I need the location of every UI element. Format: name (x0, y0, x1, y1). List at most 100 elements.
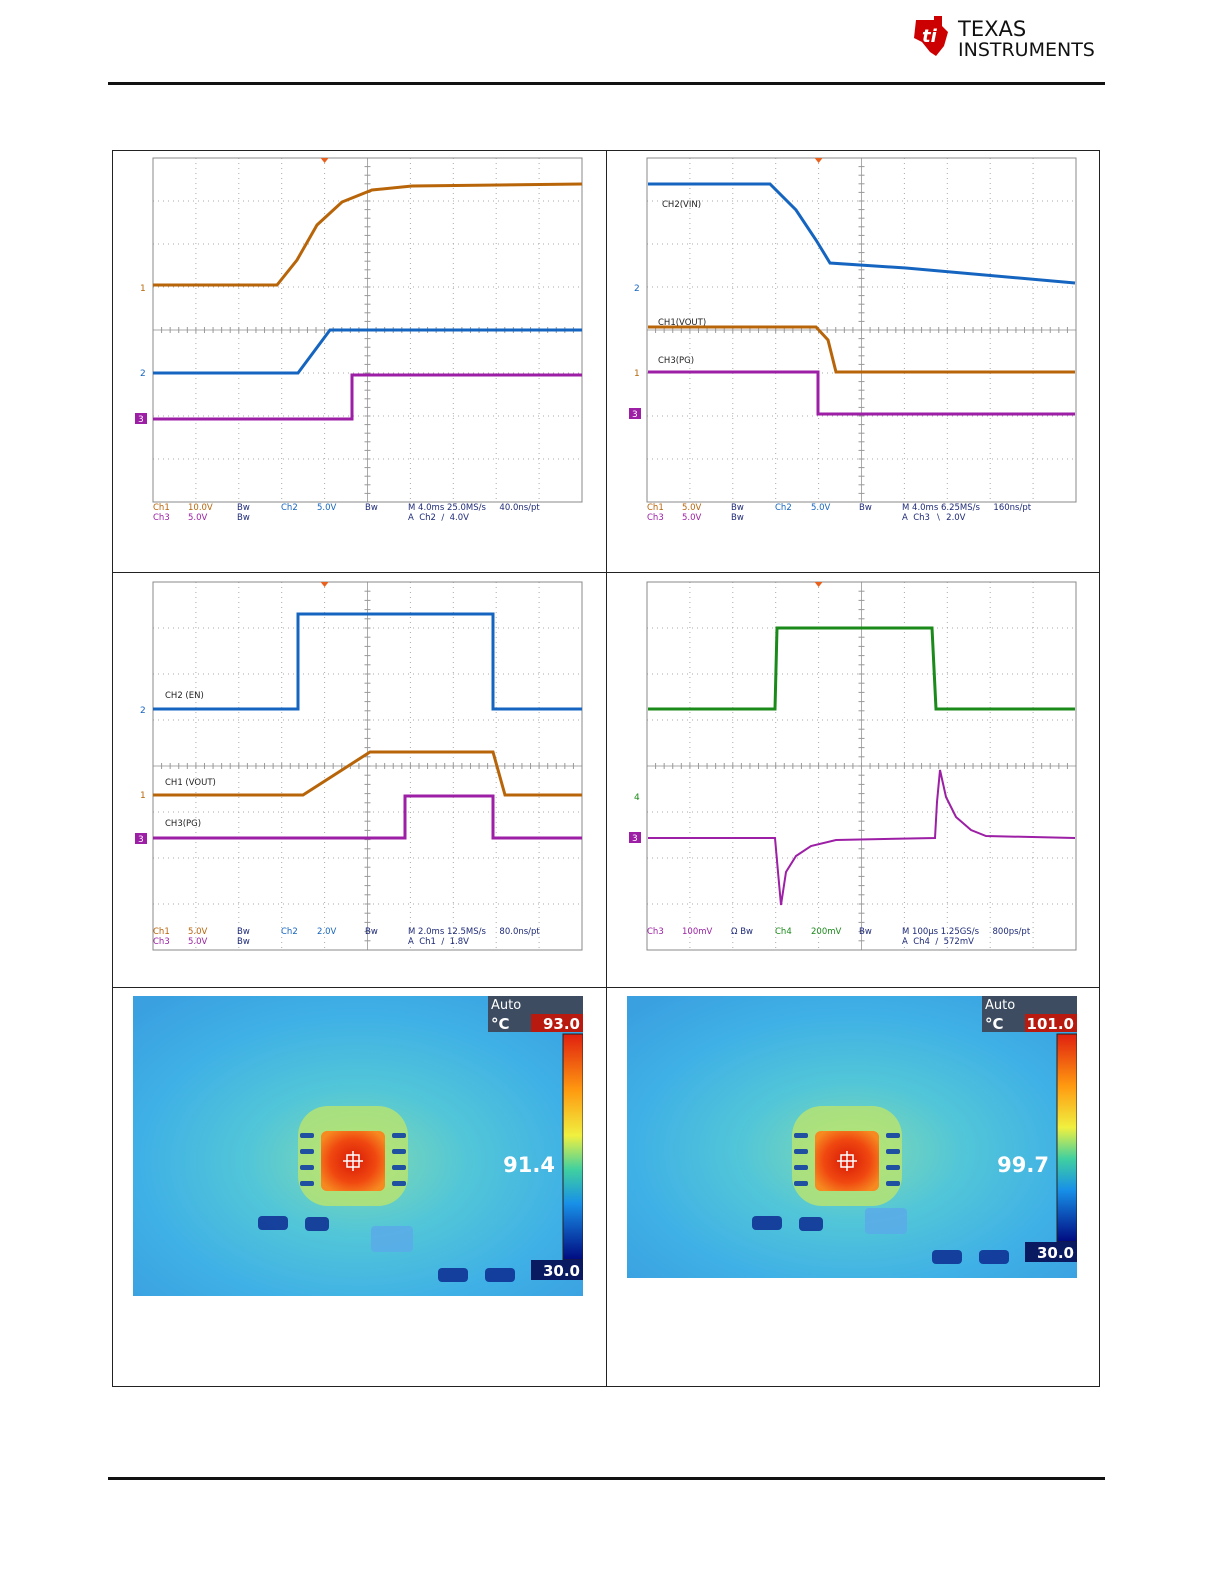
readout-text: Bw (365, 927, 378, 937)
readout-text: Bw (365, 503, 378, 513)
trace-label: CH1(VOUT) (658, 318, 706, 328)
pin (886, 1149, 900, 1154)
thermal-image: Auto °C 101.0 99.7 30.0 (627, 996, 1077, 1278)
label-box (982, 1014, 1027, 1032)
readout-text: Ch3 (153, 513, 170, 523)
readout-text: M 4.0ms 6.25MS/s 160ns/pt (902, 503, 1032, 513)
min-box (531, 1260, 583, 1280)
channel-marker: 3 (632, 410, 638, 420)
pin (392, 1149, 406, 1154)
grid-frame (646, 581, 1077, 951)
pin (300, 1149, 314, 1154)
grid-frame (152, 581, 583, 951)
readout-text: 5.0V (188, 513, 208, 523)
component (979, 1250, 1009, 1264)
readout-text: Bw (859, 503, 872, 513)
waveform (153, 750, 582, 797)
waveform (153, 328, 582, 375)
readout-text: Ch1 (153, 503, 170, 513)
unit-label: °C (985, 1015, 1004, 1033)
readout-text: 200mV (811, 927, 842, 937)
grid-frame (646, 157, 1077, 503)
readout-text: Bw (859, 927, 872, 937)
trigger-marker (814, 158, 823, 163)
pin (392, 1165, 406, 1170)
pin (886, 1165, 900, 1170)
scope-capture: 4 3 Ch3 100mV Ω Bw Ch4 200mV Bw M 100µs 1.25GS… (629, 581, 1077, 951)
channel-marker: 1 (140, 284, 146, 294)
pin (300, 1181, 314, 1186)
max-label: 93.0 (543, 1015, 580, 1033)
component (752, 1216, 782, 1230)
trace-label: CH3(PG) (658, 356, 694, 366)
pin (794, 1165, 808, 1170)
trace-label: CH1 (VOUT) (165, 778, 216, 788)
pin (794, 1133, 808, 1138)
readout-text: Ch3 (647, 927, 664, 937)
min-box (1025, 1242, 1077, 1262)
readout-text: M 2.0ms 12.5MS/s 80.0ns/pt (408, 927, 540, 937)
readout-text: Ch3 (153, 937, 170, 947)
scope-capture: CH2(VIN) CH1(VOUT) CH3(PG) 2 1 3 Ch1 5.0V… (629, 157, 1077, 523)
min-label: 30.0 (543, 1262, 580, 1280)
readout-text: A Ch1 ∕ 1.8V (408, 937, 469, 947)
logo: ti TEXAS INSTRUMENTS (914, 16, 1095, 61)
readout-text: Bw (731, 513, 744, 523)
scope-capture: CH2 (EN) CH1 (VOUT) CH3(PG) 2 1 3 Ch1 5.0… (135, 581, 583, 951)
svg-text:ti: ti (922, 26, 938, 47)
max-box (531, 1014, 583, 1032)
color-bar (1056, 1033, 1077, 1243)
mode-label: Auto (491, 998, 521, 1013)
unit-label: °C (491, 1015, 510, 1033)
readout-text: Ch1 (153, 927, 170, 937)
pin (300, 1165, 314, 1170)
trigger-marker (320, 582, 329, 587)
component (258, 1216, 288, 1230)
max-box (1025, 1014, 1077, 1032)
label-box (488, 1014, 533, 1032)
readout-text: Bw (237, 503, 250, 513)
component (485, 1268, 515, 1282)
readout-text: A Ch2 ∕ 4.0V (408, 513, 469, 523)
trace-label: CH2(VIN) (662, 200, 701, 210)
header-rule (108, 82, 1105, 85)
component (865, 1208, 907, 1234)
readout-text: 5.0V (317, 503, 337, 513)
footer-rule (108, 1477, 1105, 1480)
readout-text: Ch1 (647, 503, 664, 513)
channel-marker: 3 (138, 415, 144, 425)
component (371, 1226, 413, 1252)
readout-text: M 4.0ms 25.0MS/s 40.0ns/pt (408, 503, 540, 513)
waveform (648, 769, 1076, 906)
readout-text: 2.0V (317, 927, 337, 937)
max-label: 101.0 (1027, 1015, 1074, 1033)
channel-marker: 1 (140, 791, 146, 801)
waveform (648, 182, 1076, 285)
readout-text: Ch3 (647, 513, 664, 523)
spot-label: 99.7 (997, 1153, 1049, 1177)
waveform (648, 370, 1075, 416)
channel-marker: 3 (138, 835, 144, 845)
pin (300, 1133, 314, 1138)
readout-text: Bw (237, 513, 250, 523)
readout-text: Ch2 (281, 927, 298, 937)
readout-text: 5.0V (188, 937, 208, 947)
crosshair (837, 1151, 857, 1171)
pin (886, 1133, 900, 1138)
label-box (488, 996, 583, 1014)
pin (794, 1181, 808, 1186)
logo-text: INSTRUMENTS (958, 39, 1095, 61)
pin (794, 1149, 808, 1154)
pin (886, 1181, 900, 1186)
readout-text: 5.0V (188, 927, 208, 937)
color-bar (562, 1033, 583, 1261)
readout-text: 10.0V (188, 503, 213, 513)
readout-text: Ch2 (775, 503, 792, 513)
channel-marker: 2 (140, 369, 146, 379)
trigger-marker (814, 582, 823, 587)
readout-text: Ω Bw (731, 927, 753, 937)
readout-text: 5.0V (682, 513, 702, 523)
logo-text: TEXAS (957, 17, 1026, 41)
table-cell (606, 987, 1100, 1387)
waveform (648, 626, 1075, 711)
